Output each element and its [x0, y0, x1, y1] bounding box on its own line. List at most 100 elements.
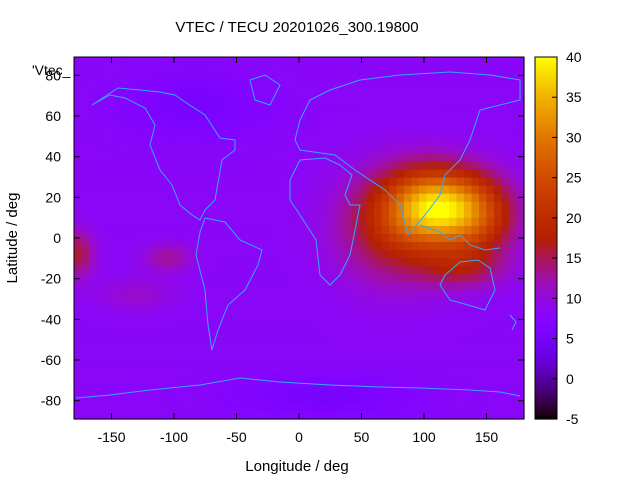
heatmap-cell — [509, 274, 518, 283]
heatmap-cell — [456, 121, 465, 130]
heatmap-cell — [449, 73, 458, 82]
heatmap-cell — [419, 121, 428, 130]
heatmap-cell — [224, 161, 233, 171]
heatmap-cell — [449, 161, 458, 171]
heatmap-cell — [239, 290, 248, 299]
heatmap-cell — [179, 73, 188, 82]
heatmap-cell — [329, 314, 338, 324]
heatmap-cell — [314, 322, 323, 332]
heatmap-cell — [374, 362, 383, 372]
heatmap-cell — [171, 105, 180, 114]
heatmap-cell — [314, 274, 323, 283]
heatmap-cell — [81, 242, 90, 251]
heatmap-cell — [111, 386, 120, 396]
heatmap-cell — [231, 121, 240, 130]
colorbar-segment — [535, 132, 557, 137]
heatmap-cell — [201, 258, 210, 267]
heatmap-cell — [479, 57, 488, 66]
heatmap-cell — [254, 209, 263, 219]
heatmap-cell — [374, 129, 383, 139]
heatmap-cell — [284, 322, 293, 332]
heatmap-cell — [74, 113, 83, 122]
heatmap-cell — [209, 266, 218, 275]
heatmap-cell — [111, 161, 120, 171]
heatmap-cell — [321, 225, 330, 235]
heatmap-cell — [329, 402, 338, 412]
heatmap-cell — [96, 394, 105, 404]
heatmap-cell — [209, 346, 218, 356]
heatmap-cell — [509, 250, 518, 259]
heatmap-cell — [434, 161, 443, 171]
heatmap-cell — [494, 129, 503, 139]
heatmap-cell — [231, 410, 240, 420]
heatmap-cell — [299, 121, 308, 130]
colorbar-segment — [535, 289, 557, 293]
heatmap-cell — [434, 314, 443, 324]
heatmap-cell — [464, 209, 473, 219]
heatmap-cell — [329, 306, 338, 316]
heatmap-cell — [366, 193, 375, 203]
heatmap-cell — [389, 169, 398, 179]
heatmap-cell — [194, 354, 203, 364]
heatmap-cell — [501, 145, 510, 155]
heatmap-cell — [111, 97, 120, 106]
heatmap-cell — [494, 258, 503, 267]
heatmap-cell — [261, 209, 270, 219]
heatmap-cell — [471, 354, 480, 364]
heatmap-cell — [374, 201, 383, 211]
heatmap-cell — [329, 225, 338, 235]
heatmap-cell — [261, 185, 270, 195]
heatmap-cell — [336, 209, 345, 219]
heatmap-cell — [299, 242, 308, 251]
heatmap-cell — [224, 346, 233, 356]
heatmap-cell — [336, 242, 345, 251]
heatmap-cell — [81, 394, 90, 404]
heatmap-cell — [141, 129, 150, 139]
heatmap-cell — [254, 306, 263, 316]
heatmap-cell — [111, 322, 120, 332]
heatmap-cell — [456, 97, 465, 106]
heatmap-cell — [261, 330, 270, 340]
heatmap-cell — [89, 402, 98, 412]
heatmap-cell — [246, 193, 255, 203]
heatmap-cell — [314, 266, 323, 275]
heatmap-cell — [471, 129, 480, 139]
heatmap-cell — [471, 362, 480, 372]
heatmap-cell — [239, 129, 248, 139]
heatmap-cell — [321, 161, 330, 171]
heatmap-cell — [471, 121, 480, 130]
heatmap-cell — [276, 378, 285, 388]
heatmap-cell — [306, 370, 315, 380]
heatmap-cell — [216, 258, 225, 267]
heatmap-cell — [306, 177, 315, 187]
heatmap-cell — [456, 242, 465, 251]
heatmap-cell — [239, 298, 248, 307]
heatmap-cell — [329, 97, 338, 106]
heatmap-cell — [344, 193, 353, 203]
colorbar-segment — [535, 174, 557, 179]
heatmap-cell — [284, 169, 293, 179]
heatmap-cell — [149, 250, 158, 259]
colorbar-segment — [535, 244, 557, 248]
heatmap-cell — [156, 177, 165, 187]
heatmap-cell — [396, 89, 405, 98]
heatmap-cell — [411, 129, 420, 139]
colorbar-segment — [535, 412, 557, 417]
heatmap-cell — [321, 346, 330, 356]
heatmap-cell — [119, 169, 128, 179]
heatmap-cell — [404, 282, 413, 291]
heatmap-cell — [411, 338, 420, 348]
heatmap-cell — [156, 201, 165, 211]
heatmap-cell — [179, 378, 188, 388]
heatmap-cell — [201, 298, 210, 307]
heatmap-cell — [329, 298, 338, 307]
heatmap-cell — [194, 161, 203, 171]
heatmap-cell — [276, 201, 285, 211]
heatmap-cell — [194, 153, 203, 163]
heatmap-cell — [486, 282, 495, 291]
heatmap-cell — [224, 217, 233, 227]
heatmap-cell — [194, 290, 203, 299]
heatmap-cell — [516, 129, 525, 139]
y-tick-label: 40 — [45, 149, 61, 165]
heatmap-cell — [306, 89, 315, 98]
